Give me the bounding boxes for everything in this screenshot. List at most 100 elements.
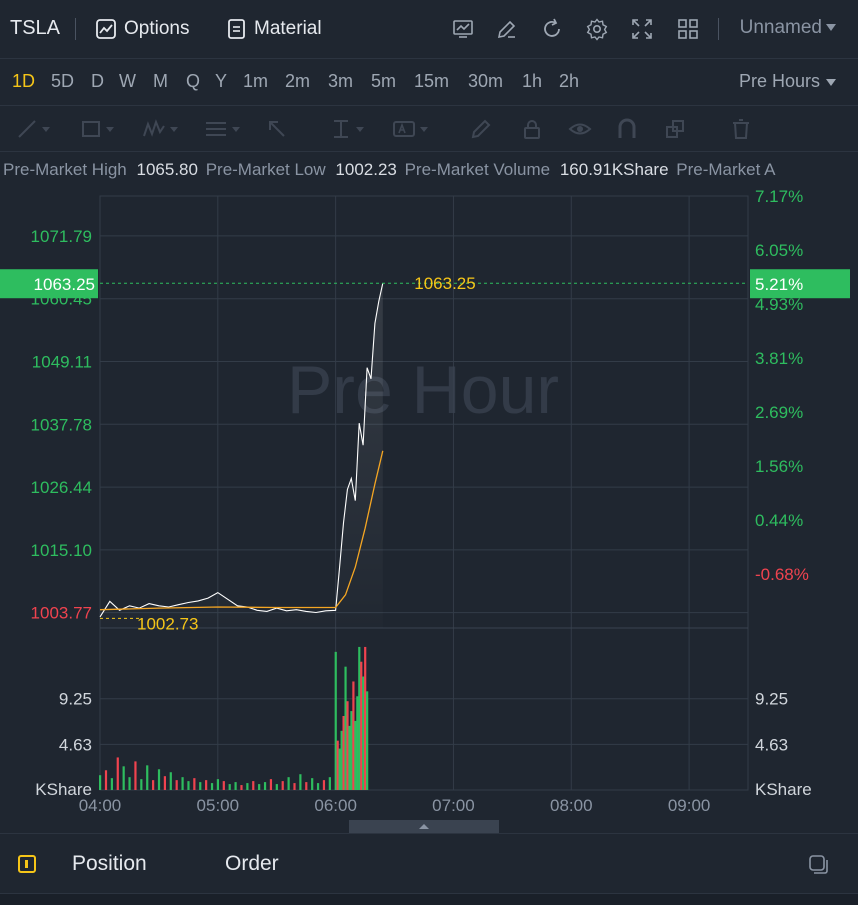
percent-axis-label: 6.05%: [755, 241, 803, 260]
volume-bar: [340, 730, 343, 790]
fib-lines-icon: [206, 122, 226, 136]
indicator-icon[interactable]: [448, 14, 478, 44]
timeframe-5d[interactable]: 5D: [51, 71, 75, 91]
measure-tool[interactable]: [330, 116, 370, 142]
volume-bar: [281, 781, 284, 790]
trend-line-tool[interactable]: [16, 116, 56, 142]
caret-down-icon: [826, 78, 836, 86]
timeframe-1h[interactable]: 1h: [522, 71, 543, 91]
rectangle-tool[interactable]: [80, 116, 120, 142]
chart-axes: 1071.791060.451049.111037.781026.441015.…: [0, 188, 850, 815]
clone-tool[interactable]: [664, 116, 704, 142]
arrow-tool[interactable]: [266, 116, 306, 142]
volume-bars: [99, 646, 369, 790]
avg-price-line: [99, 450, 384, 611]
arrow-icon: [269, 121, 285, 137]
material-label: Material: [254, 18, 322, 39]
volume-bar: [110, 778, 113, 790]
last-change-badge: [750, 269, 850, 299]
options-button[interactable]: Options: [95, 14, 189, 44]
price-chart[interactable]: Pre Hour 1063.25 1002.73 1071.791060.4510…: [0, 188, 858, 833]
rectangle-icon: [82, 121, 100, 137]
header-divider: [75, 18, 76, 40]
time-axis-label: 07:00: [432, 796, 475, 815]
timeframe-2h[interactable]: 2h: [559, 71, 580, 91]
time-axis-label: 08:00: [550, 796, 593, 815]
timeframe-5m[interactable]: 5m: [371, 71, 397, 91]
timeframe-w[interactable]: W: [119, 71, 136, 91]
volume-axis-label: 4.63: [755, 735, 788, 754]
volume-bar: [344, 666, 347, 790]
timeframe-3m[interactable]: 3m: [328, 71, 354, 91]
volume-axis-label: 9.25: [755, 690, 788, 709]
volume-bar: [140, 779, 143, 790]
layout-grid-icon[interactable]: [673, 14, 703, 44]
brush-tool[interactable]: [470, 116, 510, 142]
timeframe-30m[interactable]: 30m: [468, 71, 504, 91]
gear-icon[interactable]: [582, 14, 612, 44]
session-dropdown[interactable]: Pre Hours: [739, 71, 836, 92]
volume-bar: [157, 769, 161, 790]
timeframe-1m[interactable]: 1m: [243, 71, 269, 91]
time-axis-label: 05:00: [197, 796, 240, 815]
volume-bar: [216, 779, 220, 790]
fibonacci-tool[interactable]: [204, 116, 244, 142]
layout-name-dropdown[interactable]: Unnamed: [740, 17, 836, 39]
text-tool[interactable]: [392, 116, 432, 142]
volume-bar: [146, 765, 149, 790]
volume-bar: [116, 757, 119, 790]
timeframe-m[interactable]: M: [153, 71, 168, 91]
volume-bar: [152, 780, 155, 790]
material-button[interactable]: Material: [227, 14, 322, 44]
volume-bar: [181, 777, 184, 790]
timeframe-y[interactable]: Y: [215, 71, 228, 91]
percent-axis-label: 7.17%: [755, 188, 803, 206]
chevron-up-icon: [419, 824, 429, 829]
visibility-tool[interactable]: [568, 116, 608, 142]
volume-bar: [350, 711, 353, 790]
drawing-toolbar: [0, 106, 858, 152]
panel-pin-icon[interactable]: [18, 855, 36, 873]
premarket-low-value: 1002.23: [335, 160, 397, 179]
timeframe-d[interactable]: D: [91, 71, 104, 91]
edit-icon[interactable]: [492, 14, 522, 44]
magnet-tool[interactable]: [616, 116, 656, 142]
volume-bar: [299, 774, 302, 790]
lock-tool[interactable]: [521, 116, 561, 142]
volume-bar: [169, 772, 172, 790]
volume-bar: [134, 761, 137, 790]
last-price-badge: [0, 269, 98, 299]
volume-bar: [287, 777, 290, 790]
timeframe-2m[interactable]: 2m: [285, 71, 311, 91]
timeframe-1d[interactable]: 1D: [12, 71, 36, 91]
refresh-icon[interactable]: [537, 14, 567, 44]
volume-bar: [193, 778, 196, 790]
line-tool-icon: [18, 120, 36, 138]
delete-tool[interactable]: [730, 116, 770, 142]
caret-down-icon: [826, 24, 836, 32]
volume-bar: [305, 782, 308, 790]
premarket-low-label: Pre-Market Low: [205, 160, 326, 179]
pencil-icon: [471, 119, 491, 139]
volume-bar: [263, 782, 267, 790]
timeframe-q[interactable]: Q: [186, 71, 201, 91]
low-price-annotation: 1002.73: [137, 614, 198, 633]
pattern-tool[interactable]: [142, 116, 182, 142]
volume-axis-label: 4.63: [59, 735, 92, 754]
last-price-annotation: 1063.25: [414, 274, 475, 293]
timeframe-15m[interactable]: 15m: [414, 71, 450, 91]
volume-bar: [360, 661, 363, 790]
chart-watermark: Pre Hour: [287, 352, 559, 428]
popout-icon[interactable]: [808, 854, 830, 876]
volume-bar: [293, 783, 296, 790]
order-tab[interactable]: Order: [225, 852, 279, 875]
time-axis-label: 09:00: [668, 796, 711, 815]
volume-bar: [99, 775, 102, 790]
fullscreen-icon[interactable]: [627, 14, 657, 44]
position-tab[interactable]: Position: [72, 852, 147, 875]
volume-bar: [352, 681, 355, 790]
time-axis-label: 04:00: [79, 796, 122, 815]
header-divider: [718, 18, 719, 40]
symbol-label[interactable]: TSLA: [10, 17, 61, 39]
volume-bar: [128, 777, 131, 790]
